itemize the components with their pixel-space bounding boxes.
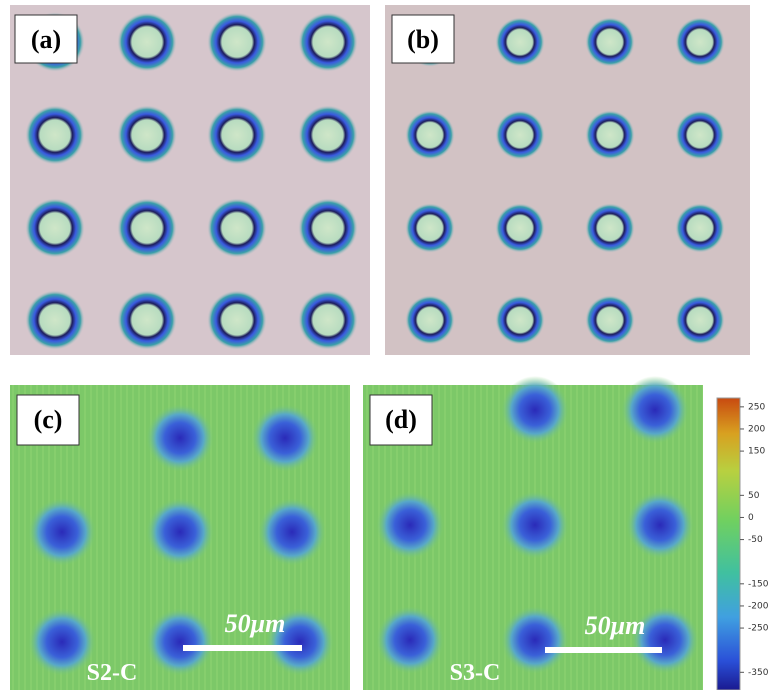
dot — [495, 17, 545, 67]
dot — [405, 203, 455, 253]
figure: (a) (b) (c) (d) 50μm S2-C 50μm S3-C 2502… — [0, 0, 770, 690]
pit — [376, 491, 444, 559]
pit — [376, 606, 444, 674]
dot — [675, 203, 725, 253]
dot — [207, 105, 267, 165]
dot — [25, 105, 85, 165]
dot — [495, 295, 545, 345]
tick-label: -50 — [748, 535, 763, 545]
tick-label: -150 — [748, 579, 769, 589]
dot — [675, 295, 725, 345]
dot — [585, 203, 635, 253]
tick-label: -250 — [748, 624, 769, 634]
dot — [207, 198, 267, 258]
pit — [146, 498, 214, 566]
pit — [626, 491, 694, 559]
panel-label: (a) — [31, 25, 61, 54]
scale-bar-label: 50μm — [225, 609, 286, 638]
dot — [495, 203, 545, 253]
pit — [621, 376, 689, 444]
pit — [501, 376, 569, 444]
tick-label: 250 — [748, 402, 765, 412]
dot — [585, 17, 635, 67]
dot — [25, 290, 85, 350]
pit — [146, 608, 214, 676]
colorbar-ticks: 250 200 150 50 0 -50 -150 -200 -250 -350 — [740, 402, 769, 677]
sample-label: S3-C — [450, 660, 501, 686]
colorbar — [717, 398, 740, 690]
tick-label: -350 — [748, 668, 769, 678]
dot — [495, 110, 545, 160]
panel-label: (b) — [407, 25, 439, 54]
dot — [585, 295, 635, 345]
dot — [405, 295, 455, 345]
tick-label: 50 — [748, 491, 760, 501]
pit — [28, 498, 96, 566]
pit — [146, 404, 214, 472]
dot — [298, 290, 358, 350]
pit — [501, 491, 569, 559]
dot — [298, 105, 358, 165]
panel-label: (c) — [34, 405, 63, 434]
dot — [298, 198, 358, 258]
tick-label: 0 — [748, 513, 754, 523]
dot — [585, 110, 635, 160]
dot — [207, 12, 267, 72]
dot — [675, 17, 725, 67]
tick-label: 200 — [748, 424, 765, 434]
dot — [298, 12, 358, 72]
dot — [117, 12, 177, 72]
dot — [117, 105, 177, 165]
pit — [501, 606, 569, 674]
scale-bar-label: 50μm — [585, 611, 646, 640]
dot — [25, 198, 85, 258]
pit — [258, 498, 326, 566]
dot — [405, 110, 455, 160]
dot — [117, 290, 177, 350]
tick-label: -200 — [748, 601, 769, 611]
pit — [251, 404, 319, 472]
sample-label: S2-C — [87, 660, 138, 686]
tick-label: 150 — [748, 447, 765, 457]
dot — [117, 198, 177, 258]
panel-label: (d) — [385, 405, 417, 434]
dot — [675, 110, 725, 160]
dot — [207, 290, 267, 350]
